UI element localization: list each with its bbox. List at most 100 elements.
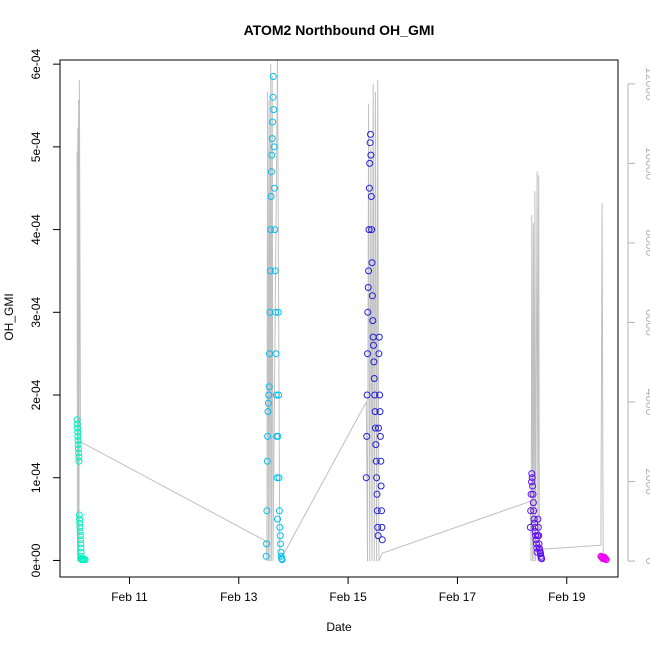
data-point-series-3 [377,482,385,490]
data-point-series-3 [366,159,374,167]
data-point-series-4 [535,532,543,540]
data-point-series-1 [74,432,82,440]
data-point-series-3 [371,424,379,432]
data-point-series-1 [76,528,84,535]
data-point-series-1 [77,540,85,548]
y-tick-label: 0e+00 [29,543,43,577]
data-point-series-2 [271,226,279,234]
data-point-series-3 [365,184,373,192]
data-point-series-2 [275,474,283,482]
data-point-series-3 [376,391,384,399]
x-tick-label: Feb 11 [111,590,148,604]
x-axis-label: Date [326,620,352,634]
data-point-series-3 [365,267,373,275]
y-tick-label: 2e-04 [29,379,43,410]
x-axis: Feb 11 Feb 13 Feb 15 Feb 17 Feb 19 [111,576,586,604]
data-point-series-2 [278,556,286,564]
data-point-series-3 [373,474,381,482]
data-point-series-3 [372,441,380,449]
data-point-series-2 [274,432,282,440]
data-point-series-3 [375,333,383,341]
data-point-series-2 [271,184,278,192]
data-point-series-3 [367,130,374,138]
data-point-series-3 [375,424,382,432]
data-point-series-4 [531,523,539,531]
data-point-series-2 [267,168,275,176]
data-point-series-3 [378,536,386,544]
data-point-series-1 [74,445,82,453]
x-tick-label: Feb 19 [548,590,586,604]
data-point-series-1 [76,532,84,540]
data-point-series-2 [275,391,283,399]
data-point-series-3 [375,350,383,358]
data-point-series-2 [271,267,279,275]
data-point-series-3 [365,226,373,234]
data-point-series-3 [371,408,379,416]
data-point-series-2 [272,308,280,316]
data-point-series-2 [263,457,271,465]
data-point-series-2 [263,507,271,515]
data-point-series-4 [537,550,545,558]
data-point-series-2 [274,308,282,316]
data-point-series-3 [367,151,375,159]
data-point-series-1 [75,511,83,519]
data-point-series-4 [531,519,538,527]
y2-tick-label: 2000 [643,468,650,495]
data-point-series-1 [77,548,85,556]
data-point-series-4 [528,470,536,478]
y2-tick-label: 0 [643,558,650,565]
data-point-series-3 [370,358,378,366]
data-point-series-4 [529,482,537,490]
data-point-series-2 [269,118,277,126]
data-point-series-3 [364,284,372,291]
data-point-series-1 [75,449,83,457]
data-point-series-2 [272,350,280,358]
data-point-series-2 [263,540,270,548]
y-tick-label: 1e-04 [29,462,43,493]
data-point-series-3 [376,408,384,416]
data-point-series-3 [368,259,376,267]
data-point-series-4 [532,532,540,540]
data-point-series-4 [535,540,543,548]
data-point-series-2 [268,135,276,143]
data-point-series-2 [272,391,280,399]
y-axis-left: 0e+00 1e-04 2e-04 3e-04 4e-04 5e-04 6e-04 [29,48,61,577]
altitude-track-layer [76,59,604,562]
data-point-series-3 [373,507,381,515]
data-point-series-2 [269,73,277,80]
data-point-series-1 [74,428,82,436]
data-point-series-1 [74,424,81,432]
data-point-series-3 [374,532,382,540]
data-point-series-2 [265,383,273,391]
data-point-series-1 [73,416,81,424]
data-point-series-1 [77,536,84,544]
data-point-series-2 [277,548,285,556]
y2-tick-label: 8000 [643,230,650,257]
data-point-series-2 [276,532,284,540]
data-point-series-4 [530,507,538,515]
data-point-series-1 [77,544,85,552]
data-point-series-4 [526,523,534,531]
data-point-series-2 [276,523,284,531]
data-point-series-1 [76,515,83,523]
data-point-series-5 [602,556,610,564]
data-point-series-4 [529,490,537,498]
data-point-series-3 [366,139,374,147]
data-point-series-1 [75,457,83,465]
data-point-series-4 [534,523,542,531]
data-point-series-5 [601,554,609,562]
data-point-series-3 [369,317,377,325]
data-point-series-3 [370,341,377,349]
data-point-series-4 [538,555,546,563]
data-point-series-3 [372,457,380,465]
data-point-series-2 [267,226,275,234]
y-axis-right: 0 2000 4000 6000 8000 10000 12000 [627,67,650,565]
data-point-series-2 [273,474,281,482]
y-axis-label: OH_GMI [2,293,16,340]
data-point-series-2 [262,552,270,560]
y-tick-label: 6e-04 [29,48,43,79]
data-point-series-3 [364,308,372,316]
data-point-series-3 [363,432,371,440]
